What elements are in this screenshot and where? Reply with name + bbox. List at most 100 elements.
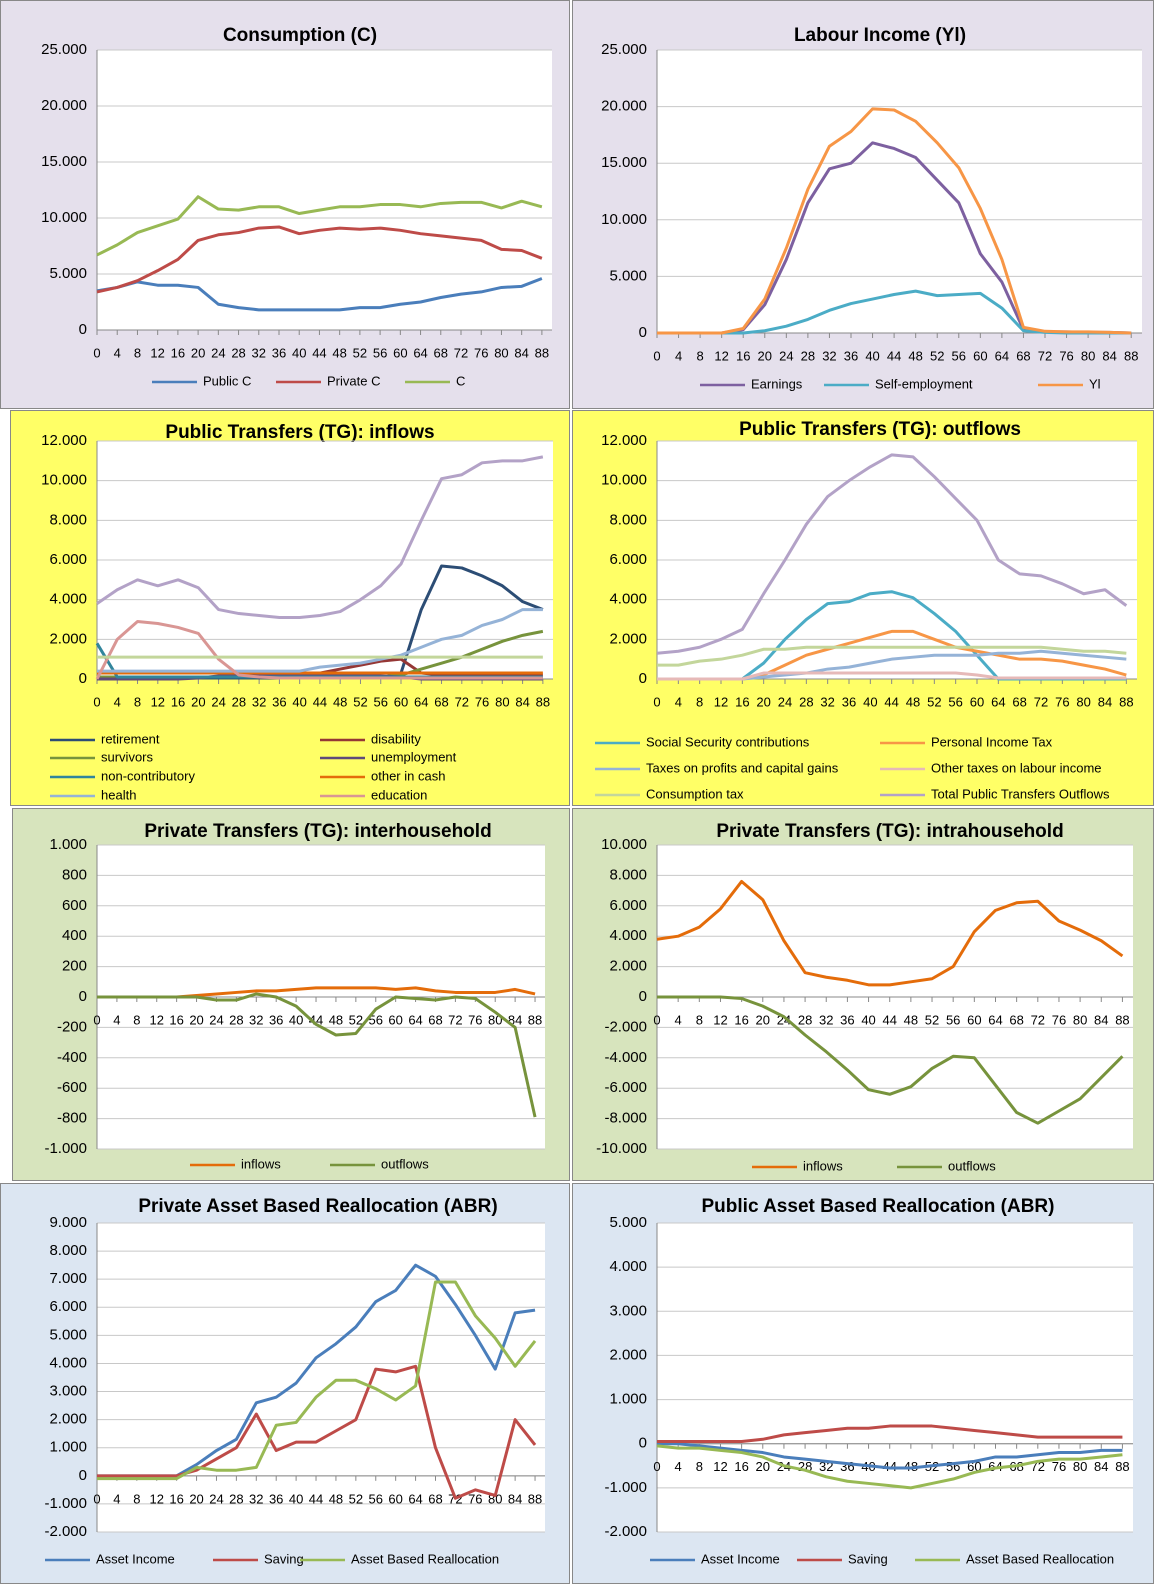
y-tick-label: 10.000 xyxy=(601,472,647,489)
y-tick-label: -1.000 xyxy=(44,1495,87,1512)
x-tick-label: 4 xyxy=(113,1491,120,1506)
x-tick-label: 60 xyxy=(394,694,408,709)
x-tick-label: 56 xyxy=(369,1491,383,1506)
legend-label: Self-employment xyxy=(875,376,973,391)
legend-label: Yl xyxy=(1089,376,1101,391)
x-tick-label: 44 xyxy=(887,348,901,363)
x-tick-label: 72 xyxy=(448,1012,462,1027)
x-tick-label: 68 xyxy=(434,345,448,360)
x-tick-label: 60 xyxy=(393,345,407,360)
legend-label: Saving xyxy=(848,1551,888,1566)
x-tick-label: 40 xyxy=(292,345,306,360)
y-tick-label: 10.000 xyxy=(601,211,647,228)
x-tick-label: 24 xyxy=(211,345,225,360)
y-tick-label: 1.000 xyxy=(49,836,87,853)
x-tick-label: 20 xyxy=(191,345,205,360)
x-tick-label: 52 xyxy=(349,1491,363,1506)
series-line xyxy=(656,879,1124,987)
y-tick-label: 8.000 xyxy=(609,866,647,883)
x-tick-label: 8 xyxy=(134,694,141,709)
chart-title: Public Transfers (TG): inflows xyxy=(165,422,434,443)
x-tick-label: 56 xyxy=(948,694,962,709)
x-tick-label: 68 xyxy=(428,1012,442,1027)
x-tick-label: 16 xyxy=(734,1012,748,1027)
legend-label: Other taxes on labour income xyxy=(931,760,1102,775)
x-tick-label: 60 xyxy=(970,694,984,709)
y-tick-label: 9.000 xyxy=(49,1214,87,1231)
y-tick-label: 1.000 xyxy=(609,1391,647,1408)
x-tick-label: 36 xyxy=(269,1491,283,1506)
x-tick-label: 64 xyxy=(413,345,427,360)
plot-area xyxy=(657,50,1142,333)
x-tick-label: 24 xyxy=(778,694,792,709)
x-tick-label: 12 xyxy=(714,348,728,363)
y-tick-label: 5.000 xyxy=(609,1214,647,1231)
x-tick-label: 16 xyxy=(735,694,749,709)
y-tick-label: 4.000 xyxy=(49,1354,87,1371)
x-tick-label: 20 xyxy=(189,1012,203,1027)
x-tick-label: 4 xyxy=(675,694,682,709)
x-tick-label: 56 xyxy=(946,1459,960,1474)
y-tick-label: -600 xyxy=(57,1079,87,1096)
series-line xyxy=(657,995,1124,1125)
x-tick-label: 0 xyxy=(653,694,660,709)
x-tick-label: 88 xyxy=(1115,1012,1129,1027)
x-tick-label: 64 xyxy=(408,1491,422,1506)
x-tick-label: 80 xyxy=(1073,1459,1087,1474)
x-tick-label: 68 xyxy=(434,694,448,709)
x-tick-label: 12 xyxy=(713,1012,727,1027)
x-tick-label: 12 xyxy=(713,1459,727,1474)
x-tick-label: 60 xyxy=(973,348,987,363)
x-tick-label: 20 xyxy=(756,1012,770,1027)
series-line xyxy=(656,453,1128,655)
x-tick-label: 24 xyxy=(779,348,793,363)
legend-label: survivors xyxy=(101,749,154,764)
x-tick-label: 68 xyxy=(428,1491,442,1506)
x-tick-label: 88 xyxy=(1115,1459,1129,1474)
x-tick-label: 48 xyxy=(329,1491,343,1506)
y-tick-label: 3.000 xyxy=(49,1383,87,1400)
y-tick-label: 2.000 xyxy=(49,630,87,647)
x-tick-label: 68 xyxy=(1016,348,1030,363)
x-tick-label: 88 xyxy=(1124,348,1138,363)
chart-title: Private Transfers (TG): intrahousehold xyxy=(716,821,1063,842)
y-tick-label: 2.000 xyxy=(49,1411,87,1428)
x-tick-label: 36 xyxy=(269,1012,283,1027)
series-line xyxy=(96,277,543,312)
x-tick-label: 44 xyxy=(312,345,326,360)
x-tick-label: 16 xyxy=(169,1491,183,1506)
x-tick-label: 44 xyxy=(882,1012,896,1027)
series-line xyxy=(96,195,543,257)
plot-area xyxy=(97,50,552,330)
x-tick-label: 0 xyxy=(93,345,100,360)
x-tick-label: 48 xyxy=(333,694,347,709)
x-tick-label: 60 xyxy=(388,1491,402,1506)
y-tick-label: 20.000 xyxy=(601,98,647,115)
x-tick-label: 0 xyxy=(653,1012,660,1027)
x-tick-label: 0 xyxy=(93,694,100,709)
x-tick-label: 20 xyxy=(756,1459,770,1474)
y-tick-label: 600 xyxy=(62,897,87,914)
series-line xyxy=(96,455,544,620)
x-tick-label: 76 xyxy=(474,345,488,360)
series-line xyxy=(657,107,1132,335)
x-tick-label: 88 xyxy=(1119,694,1133,709)
x-tick-label: 8 xyxy=(133,1491,140,1506)
chart-title: Public Transfers (TG): outflows xyxy=(739,419,1021,440)
y-tick-label: 0 xyxy=(639,670,647,687)
y-tick-label: -10.000 xyxy=(596,1140,647,1157)
series-line xyxy=(97,1280,537,1481)
x-tick-label: 32 xyxy=(249,1012,263,1027)
x-tick-label: 52 xyxy=(930,348,944,363)
legend-label: Asset Income xyxy=(96,1551,175,1566)
x-tick-label: 64 xyxy=(988,1012,1002,1027)
x-tick-label: 88 xyxy=(535,345,549,360)
x-tick-label: 68 xyxy=(1009,1012,1023,1027)
x-tick-label: 48 xyxy=(904,1012,918,1027)
x-tick-label: 44 xyxy=(309,1491,323,1506)
x-tick-label: 56 xyxy=(952,348,966,363)
x-tick-label: 76 xyxy=(468,1012,482,1027)
x-tick-label: 56 xyxy=(373,694,387,709)
y-tick-label: 6.000 xyxy=(49,551,87,568)
x-tick-label: 0 xyxy=(653,348,660,363)
